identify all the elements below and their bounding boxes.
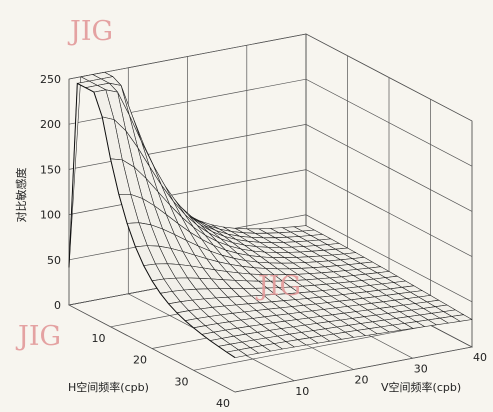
z-axis-title: 对比敏感度 [14,168,28,223]
surface-cell [68,76,90,268]
h-tick-label: 20 [133,354,147,367]
z-tick-label: 50 [47,254,61,267]
csf-surface-mesh [68,72,473,359]
z-tick-label: 200 [40,118,61,131]
watermark-3: JIG [15,321,61,352]
tick-labels: 0 50 100 150 200 250 10 20 30 40 10 20 30 40 [40,73,487,410]
y-axis-title: V空间频率(cpb) [381,380,461,394]
watermark-1: JIG [67,16,113,47]
surface-front-edge [68,82,236,359]
z-tick-label: 150 [40,163,61,176]
z-tick-label: 100 [40,209,61,222]
v-tick-label: 10 [295,385,309,398]
v-tick-label: 20 [355,374,369,387]
h-tick-label: 40 [216,397,230,410]
watermark-2: JIG [255,271,301,302]
h-tick-label: 30 [175,375,189,388]
v-tick-label: 30 [414,362,428,375]
h-tick-label: 10 [92,332,106,345]
h-gridline-4 [234,121,473,393]
z-tick-label: 250 [40,73,61,86]
z-tick-label: 0 [54,299,61,312]
x-axis-title: H空间频率(cpb) [68,380,149,394]
v-tick-label: 40 [473,351,487,364]
